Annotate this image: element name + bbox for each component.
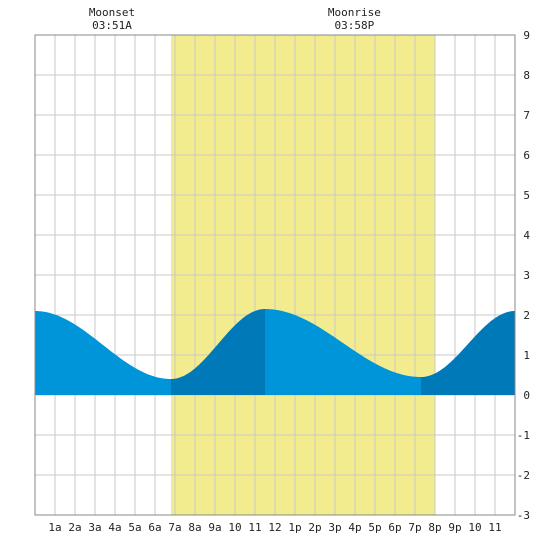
rising-tide-segment <box>171 309 265 395</box>
plot-frame <box>34 34 516 516</box>
x-tick-label: 10 <box>228 521 241 534</box>
falling-tide-segment <box>35 311 171 395</box>
x-tick-label: 2a <box>68 521 81 534</box>
moonset-label: Moonset <box>89 6 135 19</box>
moonrise-label: Moonrise <box>328 6 381 19</box>
x-tick-label: 1p <box>288 521 301 534</box>
x-tick-label: 7p <box>408 521 421 534</box>
x-tick-label: 8p <box>428 521 441 534</box>
y-tick-label: -2 <box>517 469 530 482</box>
x-tick-label: 1a <box>48 521 61 534</box>
y-tick-label: 0 <box>523 389 530 402</box>
y-tick-label: 9 <box>523 29 530 42</box>
x-tick-label: 5a <box>128 521 141 534</box>
x-tick-label: 9a <box>208 521 221 534</box>
y-tick-label: -1 <box>517 429 530 442</box>
y-tick-label: 3 <box>523 269 530 282</box>
x-tick-label: 7a <box>168 521 181 534</box>
y-tick-label: -3 <box>517 509 530 522</box>
tide-area <box>35 309 515 395</box>
x-tick-label: 2p <box>308 521 321 534</box>
y-axis-labels: -3 -2 -1 0 1 2 3 4 5 6 7 8 9 <box>517 29 531 522</box>
x-tick-label: 3p <box>328 521 341 534</box>
x-tick-label: 12 <box>268 521 281 534</box>
x-tick-label: 10 <box>468 521 481 534</box>
x-tick-label: 6a <box>148 521 161 534</box>
x-axis-labels: 1a 2a 3a 4a 5a 6a 7a 8a 9a 10 11 12 1p 2p 3p 4p 5p 6p 7p 8p… <box>48 521 501 534</box>
x-tick-label: 11 <box>248 521 261 534</box>
x-tick-label: 5p <box>368 521 381 534</box>
grid-lines <box>35 34 515 516</box>
falling-tide-segment <box>265 309 421 395</box>
x-tick-label: 3a <box>88 521 101 534</box>
y-tick-label: 7 <box>523 109 530 122</box>
x-tick-label: 4p <box>348 521 361 534</box>
x-tick-label: 9p <box>448 521 461 534</box>
x-tick-label: 8a <box>188 521 201 534</box>
y-tick-label: 4 <box>523 229 530 242</box>
moonrise-time: 03:58P <box>335 19 375 32</box>
x-tick-label: 11 <box>488 521 501 534</box>
y-tick-label: 6 <box>523 149 530 162</box>
x-tick-label: 6p <box>388 521 401 534</box>
y-tick-label: 2 <box>523 309 530 322</box>
y-tick-label: 1 <box>523 349 530 362</box>
rising-tide-segment <box>421 311 515 395</box>
y-tick-label: 8 <box>523 69 530 82</box>
y-tick-label: 5 <box>523 189 530 202</box>
x-tick-label: 4a <box>108 521 121 534</box>
moonset-time: 03:51A <box>92 19 132 32</box>
